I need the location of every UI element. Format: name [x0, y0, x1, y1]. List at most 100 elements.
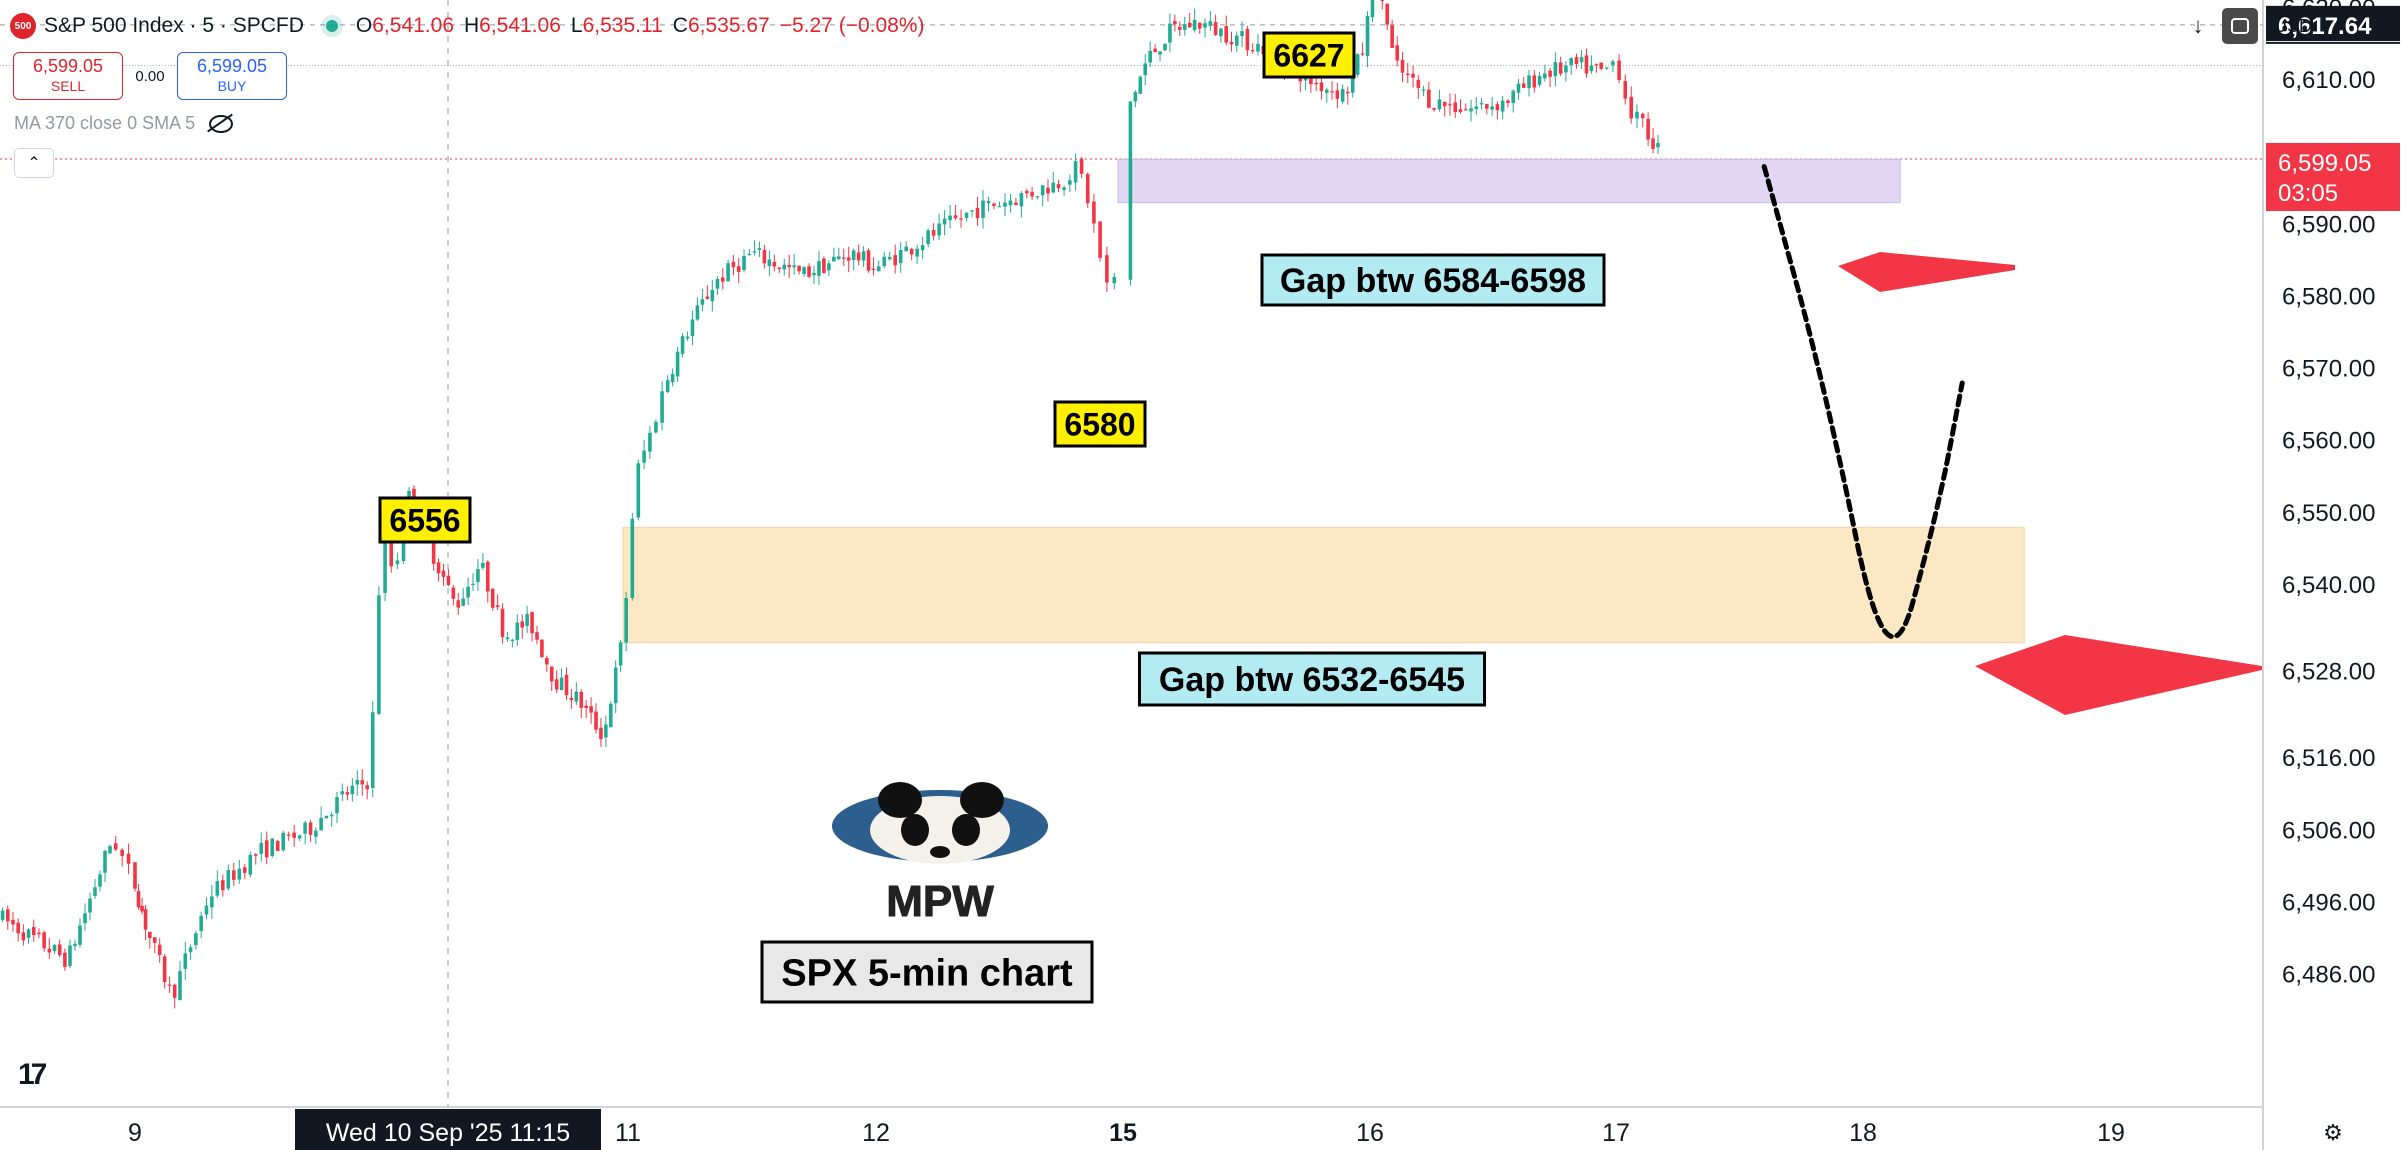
- candle-body: [47, 948, 52, 953]
- spread-value: 0.00: [135, 67, 165, 85]
- candle-body: [599, 727, 603, 740]
- candle-body: [981, 200, 985, 218]
- candle-body: [787, 265, 791, 268]
- candle-body: [1350, 73, 1355, 93]
- x-tick-label: 19: [2097, 1119, 2125, 1147]
- candle-body: [705, 296, 710, 299]
- candle-body: [204, 905, 209, 915]
- price-annotation-6627: 6627: [1262, 31, 1356, 79]
- candle-body: [275, 840, 280, 851]
- candle-body: [1008, 200, 1013, 206]
- fullscreen-icon[interactable]: [2222, 8, 2258, 44]
- candle-body: [329, 814, 334, 817]
- candle-body: [1543, 73, 1547, 79]
- chart-title: SPX 5-min chart: [760, 940, 1094, 1004]
- currency-selector[interactable]: USD: [2264, 10, 2401, 42]
- candle-body: [120, 849, 124, 856]
- candle-body: [1229, 42, 1234, 45]
- candle-body: [314, 830, 318, 837]
- price-annotation-6580: 6580: [1053, 400, 1147, 448]
- candle-body: [937, 223, 941, 236]
- ohlc-high-value: 6,541.06: [479, 14, 561, 37]
- candle-body: [832, 256, 836, 262]
- y-tick-label: 6,610.00: [2282, 67, 2375, 94]
- ohlc-change: −5.27 (−0.08%): [779, 14, 925, 37]
- candle-body: [148, 931, 152, 939]
- candle-body: [1051, 182, 1056, 193]
- gear-icon[interactable]: ⚙: [2323, 1120, 2343, 1145]
- candle-body: [37, 932, 41, 935]
- candle-body: [1490, 106, 1494, 110]
- market-status-icon: [325, 20, 338, 32]
- candle-body: [876, 266, 881, 272]
- candle-body: [1168, 23, 1172, 43]
- indicator-legend[interactable]: MA 370 close 0 SMA 5: [14, 113, 234, 134]
- candle-body: [1335, 90, 1340, 99]
- candle-body: [1500, 100, 1505, 112]
- gap-label-bottom-text: Gap btw 6532-6545: [1159, 661, 1465, 699]
- candle-body: [887, 257, 892, 260]
- candle-body: [232, 870, 236, 880]
- arrow-down-icon[interactable]: ↓: [2192, 13, 2204, 38]
- candle-body: [997, 206, 1002, 208]
- ohlc-open-key: O: [355, 14, 373, 37]
- buy-button[interactable]: 6,599.05 BUY: [177, 52, 287, 100]
- candle-body: [1548, 70, 1552, 77]
- candle-body: [365, 785, 369, 790]
- symbol-title[interactable]: S&P 500 Index · 5 · SPCFD: [44, 14, 304, 37]
- candle-body: [1646, 118, 1650, 140]
- candle-body: [726, 263, 730, 282]
- candle-body: [98, 874, 102, 887]
- candle-body: [846, 257, 851, 261]
- candle-body: [893, 255, 898, 266]
- candle-body: [172, 984, 177, 998]
- candle-body: [1153, 48, 1157, 53]
- candle-body: [584, 705, 588, 708]
- candle-body: [1635, 111, 1639, 119]
- candle-body: [782, 264, 787, 270]
- candle-body: [1599, 62, 1604, 69]
- symbol-header: 500 S&P 500 Index · 5 · SPCFD O 6,541.06 …: [0, 0, 934, 52]
- chevron-up-icon[interactable]: ⌃: [14, 148, 54, 178]
- candle-body: [680, 336, 685, 354]
- y-tick-label: 6,516.00: [2282, 745, 2375, 772]
- candle-body: [817, 261, 821, 276]
- price-annotation-6556-text: 6556: [389, 503, 460, 539]
- candle-body: [953, 215, 958, 219]
- y-tick-label: 6,486.00: [2282, 962, 2375, 989]
- hidden-eye-icon[interactable]: [209, 114, 234, 133]
- candle-body: [1558, 62, 1563, 74]
- candle-body: [1019, 193, 1024, 207]
- tradingview-logo[interactable]: 17: [18, 1058, 47, 1091]
- gap-zone-0: [1117, 158, 1901, 204]
- candle-body: [959, 218, 963, 220]
- candle-body: [63, 952, 67, 967]
- candle-body: [1148, 50, 1152, 63]
- crosshair-time-label: Wed 10 Sep '25 11:15: [326, 1119, 570, 1147]
- candle-body: [618, 642, 623, 666]
- candle-body: [772, 261, 777, 267]
- candle-body: [866, 250, 871, 271]
- candle-body: [841, 257, 846, 259]
- candle-body: [579, 691, 584, 708]
- ohlc-high-key: H: [464, 14, 480, 37]
- candle-body: [157, 944, 162, 956]
- y-tick-label: 6,496.00: [2282, 889, 2375, 916]
- sell-button[interactable]: 6,599.05 SELL: [13, 52, 123, 100]
- x-tick-label: 15: [1109, 1119, 1137, 1147]
- candle-body: [1594, 64, 1599, 66]
- candle-body: [797, 265, 801, 272]
- candle-body: [1138, 76, 1143, 94]
- candle-body: [1240, 31, 1244, 37]
- candle-body: [1617, 60, 1621, 81]
- candle-body: [549, 666, 554, 682]
- candle-body: [747, 253, 752, 256]
- candle-body: [1234, 35, 1239, 46]
- candle-body: [1128, 101, 1133, 280]
- candle-body: [505, 637, 510, 640]
- panda-eye-right: [952, 814, 980, 846]
- candle-body: [540, 639, 544, 658]
- candle-body: [215, 881, 220, 896]
